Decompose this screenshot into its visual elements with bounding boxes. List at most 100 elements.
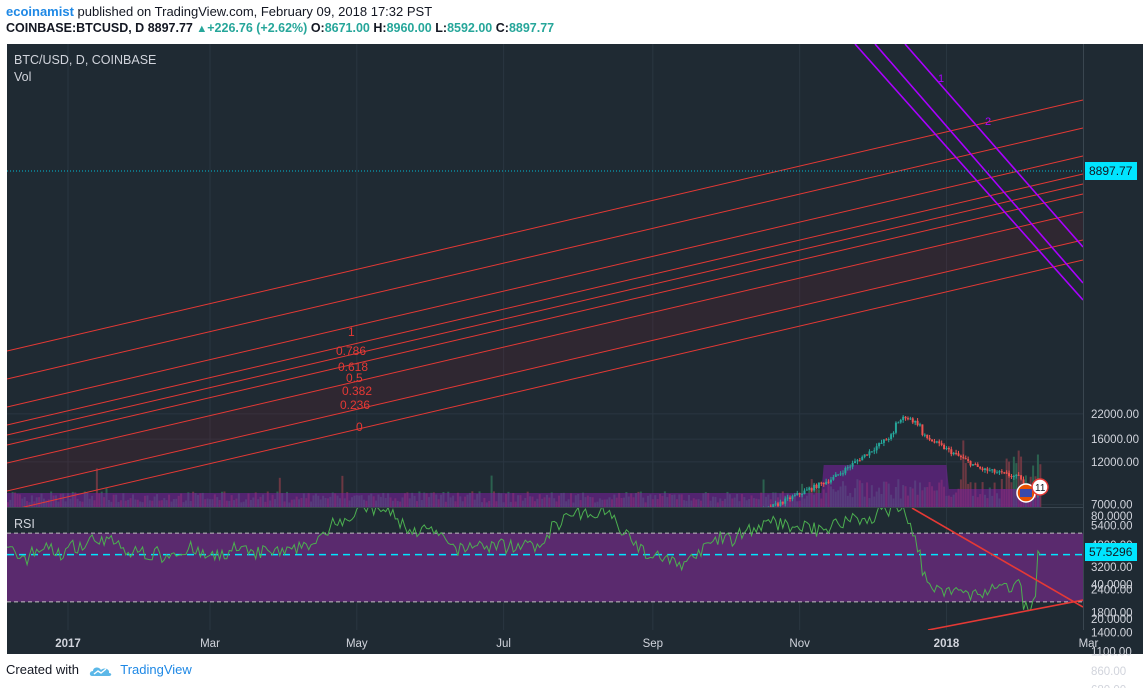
candle-body bbox=[914, 420, 917, 423]
candle-body bbox=[118, 658, 120, 661]
candle-body bbox=[856, 460, 859, 462]
candle-body bbox=[880, 442, 883, 444]
candle-body bbox=[976, 464, 979, 467]
price-change: +226.76 (+2.62%) bbox=[207, 21, 308, 35]
volume-bar bbox=[278, 477, 281, 507]
candle-body bbox=[132, 659, 134, 661]
candle-body bbox=[767, 506, 770, 507]
candle-body bbox=[185, 656, 187, 657]
candle-body bbox=[158, 655, 160, 656]
pane-title: BTC/USD, D, COINBASE bbox=[14, 53, 156, 67]
candle-body bbox=[813, 484, 816, 491]
candle-body bbox=[175, 656, 177, 657]
fib-label: 0.5 bbox=[346, 371, 363, 385]
publish-header: ecoinamist published on TradingView.com,… bbox=[6, 4, 432, 19]
tradingview-link[interactable]: TradingView bbox=[120, 662, 192, 677]
candle-body bbox=[923, 434, 926, 436]
candle-body bbox=[786, 497, 789, 499]
candle-body bbox=[16, 678, 18, 679]
candle-body bbox=[127, 659, 129, 661]
candle-body bbox=[919, 424, 921, 426]
candle-body bbox=[1015, 474, 1018, 476]
candle-body bbox=[998, 471, 1001, 473]
candle-body bbox=[846, 467, 849, 469]
candle-body bbox=[137, 657, 139, 659]
candle-body bbox=[935, 441, 938, 443]
candle-body bbox=[24, 679, 26, 680]
high-value: 8960.00 bbox=[386, 21, 432, 35]
candle-body bbox=[969, 460, 972, 466]
channel-line bbox=[874, 44, 1083, 284]
fib-line bbox=[7, 155, 1083, 408]
volume-ma-area bbox=[7, 465, 1041, 507]
candle-body bbox=[858, 460, 861, 462]
candle-body bbox=[163, 658, 165, 659]
candle-body bbox=[829, 479, 832, 483]
price-axis-label: 680.00 bbox=[1091, 685, 1126, 688]
price-axis-label: 1800.00 bbox=[1091, 607, 1133, 619]
candle-body bbox=[796, 493, 799, 496]
candle-body bbox=[134, 657, 136, 659]
close-label: C: bbox=[495, 21, 509, 35]
candle-body bbox=[1020, 475, 1023, 480]
last-price: 8897.77 bbox=[147, 21, 193, 35]
fib-line bbox=[7, 183, 1083, 436]
candle-body bbox=[822, 482, 825, 485]
event-count-badge[interactable] bbox=[1031, 478, 1049, 496]
candle-body bbox=[945, 448, 948, 450]
candle-body bbox=[161, 656, 163, 659]
candle-body bbox=[7, 678, 9, 679]
candle-body bbox=[967, 459, 970, 461]
price-axis-label: 5400.00 bbox=[1091, 520, 1133, 532]
candle-body bbox=[931, 439, 934, 442]
candle-body bbox=[837, 474, 840, 476]
candle-body bbox=[173, 656, 175, 657]
candle-body bbox=[839, 473, 842, 475]
candle-body bbox=[168, 656, 170, 658]
candle-body bbox=[805, 489, 808, 491]
volume-bar bbox=[490, 475, 493, 507]
candle-body bbox=[156, 655, 158, 656]
candle-body bbox=[947, 448, 950, 450]
rsi-axis-label: 80.0000 bbox=[1091, 511, 1133, 523]
volume-bar bbox=[2, 500, 4, 507]
rsi-line[interactable] bbox=[0, 506, 1041, 612]
candle-body bbox=[151, 659, 153, 660]
volume-bar bbox=[1020, 456, 1023, 507]
candle-body bbox=[2, 677, 4, 678]
candle-body bbox=[902, 416, 905, 420]
candle-body bbox=[774, 503, 777, 505]
candle-body bbox=[854, 461, 857, 463]
open-label: O: bbox=[310, 21, 325, 35]
candle-body bbox=[21, 679, 23, 680]
candle-body bbox=[26, 679, 28, 681]
candle-body bbox=[943, 444, 946, 450]
candle-body bbox=[851, 462, 854, 467]
volume-bar bbox=[341, 475, 344, 507]
candle-body bbox=[971, 464, 974, 466]
candle-body bbox=[909, 418, 912, 420]
candle-body bbox=[170, 657, 172, 658]
candle-body bbox=[139, 658, 141, 659]
channel-line bbox=[854, 44, 1083, 301]
candle-body bbox=[825, 481, 828, 485]
price-tag-text: 8897.77 bbox=[1089, 164, 1133, 178]
candle-body bbox=[873, 450, 876, 452]
author-link[interactable]: ecoinamist bbox=[6, 4, 74, 19]
fib-label: 1 bbox=[348, 325, 355, 339]
candle-body bbox=[144, 657, 146, 660]
fib-label: 0.236 bbox=[340, 398, 370, 412]
candle-body bbox=[991, 469, 994, 471]
low-label: L: bbox=[435, 21, 448, 35]
event-count-text: 11 bbox=[1035, 483, 1046, 494]
candle-body bbox=[827, 481, 830, 483]
channel-label: 2 bbox=[985, 116, 991, 128]
symbol-header: COINBASE:BTCUSD, D 8897.77 ▲+226.76 (+2.… bbox=[6, 21, 554, 35]
candle-body bbox=[983, 468, 986, 470]
candle-body bbox=[897, 422, 900, 424]
candle-body bbox=[868, 451, 871, 456]
fib-label: 0.618 bbox=[338, 360, 368, 374]
fib-line bbox=[7, 211, 1083, 464]
time-axis-label: Mar bbox=[200, 638, 220, 650]
